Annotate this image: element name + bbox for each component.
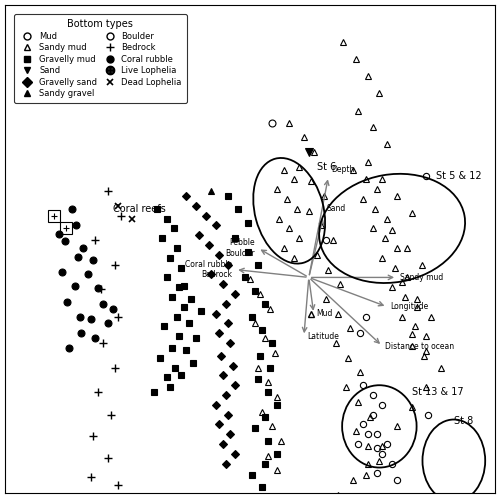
Text: Mud: Mud [316, 309, 333, 318]
Text: St 13 & 17: St 13 & 17 [412, 387, 464, 397]
Text: St 6: St 6 [316, 162, 336, 172]
Text: Latitude: Latitude [307, 332, 338, 341]
Text: Longitude: Longitude [390, 302, 428, 311]
Legend: Mud, Sandy mud, Gravelly mud, Sand, Gravelly sand, Sandy gravel, Boulder, Bedroc: Mud, Sandy mud, Gravelly mud, Sand, Grav… [14, 14, 186, 103]
Text: Coral rubble
Bedrock: Coral rubble Bedrock [185, 260, 232, 279]
Text: St 8: St 8 [454, 416, 473, 426]
Text: Depth: Depth [332, 164, 354, 173]
Text: Sand: Sand [326, 204, 345, 213]
Text: Coral reefs: Coral reefs [113, 204, 166, 214]
Text: St 5 & 12: St 5 & 12 [436, 171, 482, 181]
Text: Sandy mud: Sandy mud [400, 273, 443, 282]
Text: Pebble
Boulder: Pebble Boulder [226, 239, 255, 258]
Text: Distance to ocean: Distance to ocean [385, 342, 454, 351]
